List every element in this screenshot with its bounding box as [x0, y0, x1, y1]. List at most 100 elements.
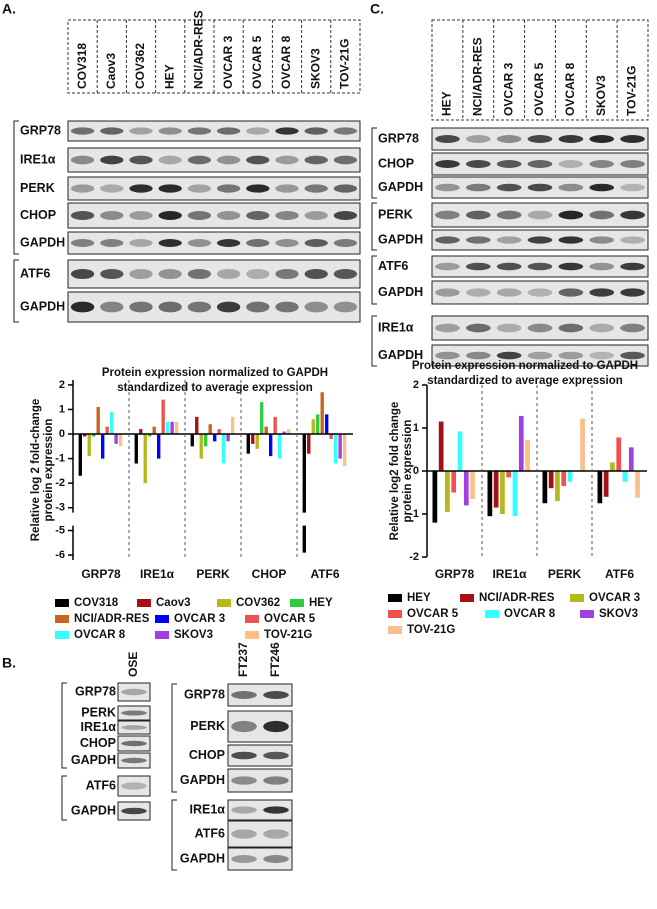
row-label: IRE1α: [190, 802, 226, 816]
legend-swatch: [245, 615, 259, 623]
y-tick-label: -1: [55, 452, 65, 464]
row-label: CHOP: [80, 736, 116, 750]
y-tick-label: 2: [59, 379, 65, 391]
chart-title: standardized to average expression: [427, 375, 623, 387]
row-label: CHOP: [20, 208, 56, 222]
row-label: GAPDH: [378, 348, 423, 362]
blot-band: [435, 288, 460, 297]
legend-label: COV362: [236, 597, 280, 609]
x-tick-label: GRP78: [435, 567, 475, 581]
bracket: [371, 202, 377, 251]
blot-band: [620, 135, 645, 143]
legend-swatch: [485, 610, 499, 618]
y-tick-label: 0: [59, 428, 65, 440]
blot-strip: [227, 847, 293, 871]
legend-swatch: [388, 594, 402, 602]
blot-band: [263, 691, 289, 699]
row-label: PERK: [190, 719, 225, 733]
bracket: [371, 255, 377, 305]
bracket: [171, 683, 177, 793]
blot-strip: [431, 344, 649, 367]
row-label: PERK: [20, 181, 55, 195]
blot-strip: [227, 820, 293, 848]
blot-band: [70, 155, 95, 165]
legend-swatch: [217, 599, 231, 607]
lane-label: SKOV3: [594, 75, 608, 116]
bar: [610, 462, 615, 471]
blot-band: [465, 210, 491, 220]
blot-band: [121, 807, 147, 815]
row-label: CHOP: [189, 748, 225, 762]
bar: [493, 471, 499, 508]
bar: [457, 431, 463, 471]
y-tick-label: -3: [55, 502, 65, 514]
blot-band: [620, 236, 645, 244]
blot-band: [246, 268, 270, 280]
bracket: [13, 120, 19, 255]
legend-label: SKOV3: [174, 629, 213, 641]
blot-band: [129, 127, 153, 135]
blot-band: [100, 155, 124, 165]
y-tick-label: -5: [55, 524, 65, 536]
y-axis-label: protein expression: [43, 419, 55, 522]
blot-band: [158, 184, 182, 193]
x-tick-label: IRE1α: [492, 567, 527, 581]
blot-band: [187, 127, 212, 135]
legend-label: TOV-21G: [264, 629, 312, 641]
bar: [567, 471, 573, 482]
blot-band: [465, 351, 491, 360]
blot-band: [435, 236, 460, 244]
lane-label: HEY: [440, 91, 454, 116]
bar: [118, 434, 123, 447]
bar: [603, 471, 609, 497]
legend-label: OVCAR 5: [407, 608, 459, 620]
bar: [432, 471, 438, 523]
blot-band: [129, 211, 153, 220]
bar: [286, 429, 291, 435]
blot-strip: [117, 720, 151, 735]
blot-band: [527, 351, 553, 360]
blot-band: [263, 806, 289, 814]
blot-band: [304, 155, 328, 165]
blot-band: [100, 127, 124, 135]
blot-strip: [117, 682, 151, 702]
blot-band: [465, 288, 491, 297]
lane-label: COV362: [133, 43, 147, 89]
row-label: PERK: [378, 207, 413, 221]
blot-strip: [117, 775, 151, 797]
blot-band: [333, 301, 358, 313]
blot-band: [558, 323, 584, 333]
legend-swatch: [570, 594, 584, 602]
legend-swatch: [388, 610, 402, 618]
bar: [204, 434, 208, 447]
row-label: GRP78: [75, 684, 116, 698]
blot-band: [558, 160, 584, 168]
row-label: GAPDH: [180, 851, 225, 865]
bar: [338, 434, 342, 459]
blot-band: [263, 720, 289, 733]
y-tick-label: 1: [59, 403, 65, 415]
bar: [311, 419, 315, 435]
row-label: GRP78: [184, 687, 225, 701]
blot-band: [496, 135, 522, 143]
chart-title: standardized to average expression: [117, 382, 313, 394]
bar: [143, 434, 147, 484]
blot-band: [527, 160, 553, 168]
blot-band: [496, 210, 522, 220]
lane-label: NCI/ADR-RES: [192, 10, 206, 89]
lane-label: OVCAR 3: [501, 62, 515, 116]
blot-band: [465, 183, 491, 192]
blot-band: [527, 210, 553, 220]
blot-band: [263, 776, 289, 785]
blot-band: [129, 268, 153, 280]
blot-band: [275, 127, 299, 135]
legend-swatch: [155, 631, 169, 639]
legend-swatch: [460, 594, 474, 602]
lane-label: Caov3: [104, 53, 118, 89]
bracket: [371, 315, 377, 367]
y-tick-label: 1: [413, 422, 419, 434]
bar: [152, 426, 156, 435]
lane-label: COV318: [75, 43, 89, 89]
blot-band: [589, 135, 615, 143]
